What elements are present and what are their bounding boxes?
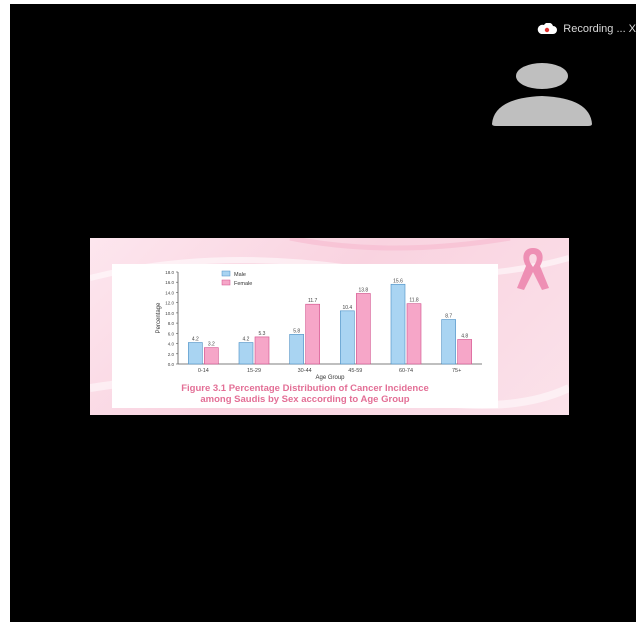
- bar-female-0-14: [204, 347, 219, 365]
- data-label: 10.4: [342, 305, 352, 311]
- x-tick-label: 45-59: [348, 368, 362, 374]
- avatar-icon: [492, 63, 592, 126]
- x-tick-label: 30-44: [298, 368, 312, 374]
- y-tick-label: 4.0: [168, 342, 175, 347]
- y-tick-label: 16.0: [165, 280, 174, 285]
- bar-male-0-14: [188, 342, 203, 365]
- bar-female-75+: [457, 339, 472, 365]
- y-tick-label: 18.0: [165, 270, 174, 275]
- bar-female-45-59: [356, 293, 371, 365]
- y-tick-label: 8.0: [168, 321, 175, 326]
- data-label: 4.2: [192, 337, 199, 343]
- y-tick-label: 10.0: [165, 311, 174, 316]
- chart-card: 0.0 2.0 4.0 6.0 8.0 10.0 12.0 14.0 16.0 18.0 Perce…: [112, 264, 498, 408]
- data-label: 11.7: [308, 298, 318, 304]
- x-axis-title: Age Group: [315, 375, 345, 381]
- x-tick-label: 0-14: [198, 368, 209, 374]
- y-tick-label: 0.0: [168, 362, 175, 367]
- pink-ribbon-icon: [517, 248, 549, 290]
- bar-male-60-74: [390, 283, 406, 365]
- data-label: 4.8: [461, 333, 468, 339]
- meeting-screen: Recording ... X 0.0 2.0 4.0 6.0 8.0 10.0 12.0 1…: [10, 4, 636, 622]
- legend-label-female: Female: [234, 281, 252, 287]
- legend-swatch-male: [221, 270, 231, 277]
- chart-caption-line-1: Figure 3.1 Percentage Distribution of Ca…: [181, 383, 429, 394]
- bar-chart: 0.0 2.0 4.0 6.0 8.0 10.0 12.0 14.0 16.0 18.0 Perce…: [156, 270, 482, 381]
- data-label: 11.8: [409, 298, 419, 304]
- bar-female-60-74: [406, 303, 422, 365]
- x-tick-label: 15-29: [247, 368, 261, 374]
- data-label: 5.8: [293, 328, 300, 334]
- bar-male-30-44: [289, 334, 304, 365]
- data-label: 8.7: [445, 314, 452, 320]
- chart-caption-line-2: among Saudis by Sex according to Age Gro…: [200, 394, 410, 405]
- data-label: 15.6: [393, 278, 403, 284]
- legend-swatch-female: [221, 279, 231, 286]
- y-tick-label: 6.0: [168, 331, 175, 336]
- y-tick-label: 14.0: [165, 290, 174, 295]
- data-label: 3.2: [208, 342, 215, 348]
- cloud-icon: [538, 23, 558, 34]
- bar-male-75+: [441, 319, 456, 365]
- bar-female-15-29: [254, 336, 270, 365]
- y-tick-label: 12.0: [165, 301, 174, 306]
- data-label: 5.3: [259, 331, 266, 337]
- data-label: 4.2: [243, 337, 250, 343]
- bar-female-30-44: [305, 303, 320, 365]
- bar-male-45-59: [340, 310, 355, 365]
- recording-close-icon[interactable]: X: [628, 23, 636, 35]
- x-tick-label: 75+: [452, 368, 461, 374]
- y-tick-label: 2.0: [168, 352, 175, 357]
- shared-slide: 0.0 2.0 4.0 6.0 8.0 10.0 12.0 14.0 16.0 18.0 Perce…: [90, 238, 569, 415]
- legend-label-male: Male: [234, 272, 246, 278]
- data-label: 13.8: [358, 287, 368, 293]
- y-axis-title: Percentage: [156, 302, 162, 333]
- recording-label: Recording ...: [563, 23, 626, 35]
- recording-indicator[interactable]: Recording ... X: [537, 20, 636, 38]
- bar-male-15-29: [238, 342, 254, 365]
- x-tick-label: 60-74: [399, 368, 413, 374]
